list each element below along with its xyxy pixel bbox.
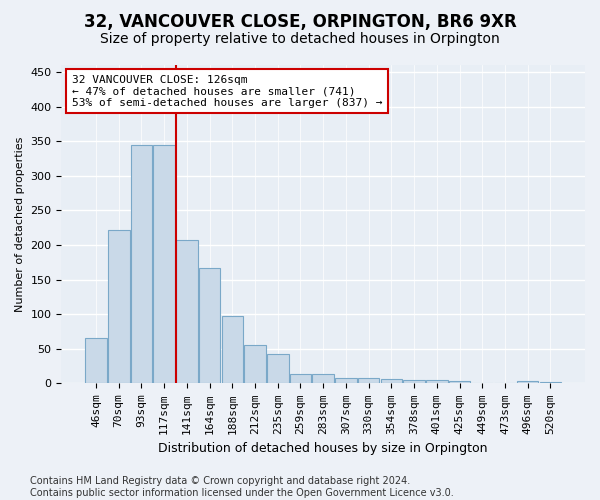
- Bar: [403, 380, 425, 384]
- Text: 32 VANCOUVER CLOSE: 126sqm
← 47% of detached houses are smaller (741)
53% of sem: 32 VANCOUVER CLOSE: 126sqm ← 47% of deta…: [72, 74, 382, 108]
- Bar: [517, 382, 538, 384]
- Bar: [154, 144, 175, 384]
- Bar: [472, 383, 493, 384]
- Y-axis label: Number of detached properties: Number of detached properties: [15, 136, 25, 312]
- Bar: [449, 380, 470, 384]
- Bar: [131, 144, 152, 384]
- Bar: [108, 230, 130, 384]
- Text: 32, VANCOUVER CLOSE, ORPINGTON, BR6 9XR: 32, VANCOUVER CLOSE, ORPINGTON, BR6 9XR: [83, 12, 517, 30]
- Bar: [244, 344, 266, 384]
- Bar: [539, 382, 561, 384]
- Bar: [290, 374, 311, 384]
- X-axis label: Distribution of detached houses by size in Orpington: Distribution of detached houses by size …: [158, 442, 488, 455]
- Bar: [313, 374, 334, 384]
- Bar: [176, 240, 197, 384]
- Bar: [199, 268, 220, 384]
- Bar: [380, 378, 402, 384]
- Bar: [85, 338, 107, 384]
- Text: Contains HM Land Registry data © Crown copyright and database right 2024.
Contai: Contains HM Land Registry data © Crown c…: [30, 476, 454, 498]
- Bar: [335, 378, 357, 384]
- Text: Size of property relative to detached houses in Orpington: Size of property relative to detached ho…: [100, 32, 500, 46]
- Bar: [267, 354, 289, 384]
- Bar: [358, 378, 379, 384]
- Bar: [426, 380, 448, 384]
- Bar: [221, 316, 243, 384]
